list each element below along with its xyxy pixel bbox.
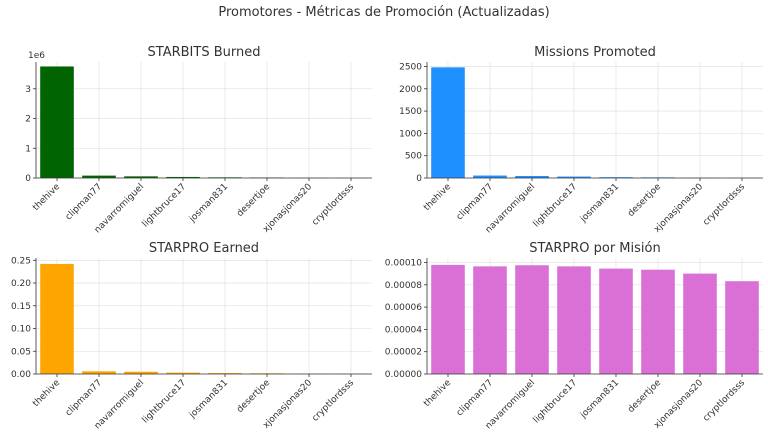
y-tick-label: 0.20 bbox=[11, 279, 31, 289]
bar-cryptlordsss bbox=[725, 281, 759, 374]
y-tick-label: 0.00002 bbox=[385, 348, 422, 358]
y-tick-label: 500 bbox=[405, 152, 422, 162]
y-tick-label: 1500 bbox=[399, 107, 422, 117]
chart-title: Missions Promoted bbox=[534, 45, 656, 60]
bar-navarromiguel bbox=[124, 176, 158, 178]
bar-josman831 bbox=[599, 177, 633, 178]
chart-panel-4: 0.00000 0.00002 0.00004 0.00006 0.00008 0.000… bbox=[385, 241, 763, 431]
y-tick-label: 2500 bbox=[399, 62, 422, 72]
bar-thehive bbox=[431, 264, 465, 374]
y-offset-label: 1e6 bbox=[28, 51, 45, 61]
y-tick-label: 3 bbox=[25, 85, 31, 95]
bar-clipman77 bbox=[473, 175, 507, 178]
y-tick-label: 0.25 bbox=[11, 256, 31, 266]
y-tick-label: 0.10 bbox=[11, 325, 31, 335]
bar-navarromiguel bbox=[515, 175, 549, 178]
y-tick-label: 0 bbox=[25, 174, 31, 184]
chart-title: STARPRO por Misión bbox=[529, 241, 660, 256]
bar-lightbruce17 bbox=[166, 372, 200, 374]
x-tick-label: thehive bbox=[31, 378, 62, 409]
x-tick-label: clipman77 bbox=[455, 182, 495, 222]
bar-lightbruce17 bbox=[166, 176, 200, 178]
y-tick-label: 0 bbox=[416, 174, 422, 184]
x-tick-label: josman831 bbox=[187, 378, 230, 421]
chart-title: STARPRO Earned bbox=[149, 241, 259, 256]
x-tick-label: lightbruce17 bbox=[532, 182, 579, 229]
x-tick-label: cryptlordsss bbox=[310, 378, 356, 424]
y-tick-label: 1000 bbox=[399, 129, 422, 139]
y-tick-label: 0.05 bbox=[11, 347, 31, 357]
y-tick-label: 0.00008 bbox=[385, 281, 422, 291]
bar-navarromiguel bbox=[124, 371, 158, 374]
y-tick-label: 0.00010 bbox=[385, 258, 422, 268]
x-tick-label: desertjoe bbox=[235, 182, 272, 219]
y-tick-label: 2000 bbox=[399, 85, 422, 95]
x-tick-label: thehive bbox=[422, 182, 453, 213]
x-tick-label: lightbruce17 bbox=[141, 182, 188, 229]
y-tick-label: 2 bbox=[25, 115, 31, 125]
y-tick-label: 0.00000 bbox=[385, 370, 422, 380]
y-tick-label: 1 bbox=[25, 144, 31, 154]
bar-desertjoe bbox=[641, 269, 675, 374]
bar-thehive bbox=[40, 66, 74, 178]
bar-clipman77 bbox=[82, 175, 116, 178]
bar-josman831 bbox=[208, 373, 242, 374]
bar-navarromiguel bbox=[515, 265, 549, 374]
bar-clipman77 bbox=[82, 371, 116, 374]
chart-title: STARBITS Burned bbox=[148, 45, 261, 60]
x-tick-label: clipman77 bbox=[64, 182, 104, 222]
x-tick-label: clipman77 bbox=[64, 378, 104, 418]
bar-thehive bbox=[431, 67, 465, 178]
x-tick-label: thehive bbox=[31, 182, 62, 213]
x-tick-label: thehive bbox=[422, 378, 453, 409]
y-tick-label: 0.00 bbox=[11, 370, 31, 380]
bar-lightbruce17 bbox=[557, 176, 591, 178]
x-tick-label: desertjoe bbox=[235, 378, 272, 415]
bar-lightbruce17 bbox=[557, 266, 591, 374]
y-tick-label: 0.15 bbox=[11, 302, 31, 312]
bar-xjonasjonas20 bbox=[683, 273, 717, 374]
x-tick-label: cryptlordsss bbox=[701, 378, 747, 424]
x-tick-label: desertjoe bbox=[626, 378, 663, 415]
x-tick-label: lightbruce17 bbox=[532, 378, 579, 425]
bar-josman831 bbox=[599, 268, 633, 374]
x-tick-label: cryptlordsss bbox=[701, 182, 747, 228]
x-tick-label: josman831 bbox=[187, 182, 230, 225]
x-tick-label: josman831 bbox=[578, 378, 621, 421]
x-tick-label: desertjoe bbox=[626, 182, 663, 219]
figure-suptitle: Promotores - Métricas de Promoción (Actu… bbox=[218, 5, 549, 20]
y-tick-label: 0.00004 bbox=[385, 325, 422, 335]
x-tick-label: lightbruce17 bbox=[141, 378, 188, 425]
x-tick-label: josman831 bbox=[578, 182, 621, 225]
bar-clipman77 bbox=[473, 266, 507, 374]
bar-thehive bbox=[40, 263, 74, 374]
x-tick-label: cryptlordsss bbox=[310, 182, 356, 228]
y-tick-label: 0.00006 bbox=[385, 303, 422, 313]
x-tick-label: clipman77 bbox=[455, 378, 495, 418]
chart-panel-3: 0.00 0.05 0.10 0.15 0.20 0.25 thehive clipman77… bbox=[11, 241, 372, 431]
